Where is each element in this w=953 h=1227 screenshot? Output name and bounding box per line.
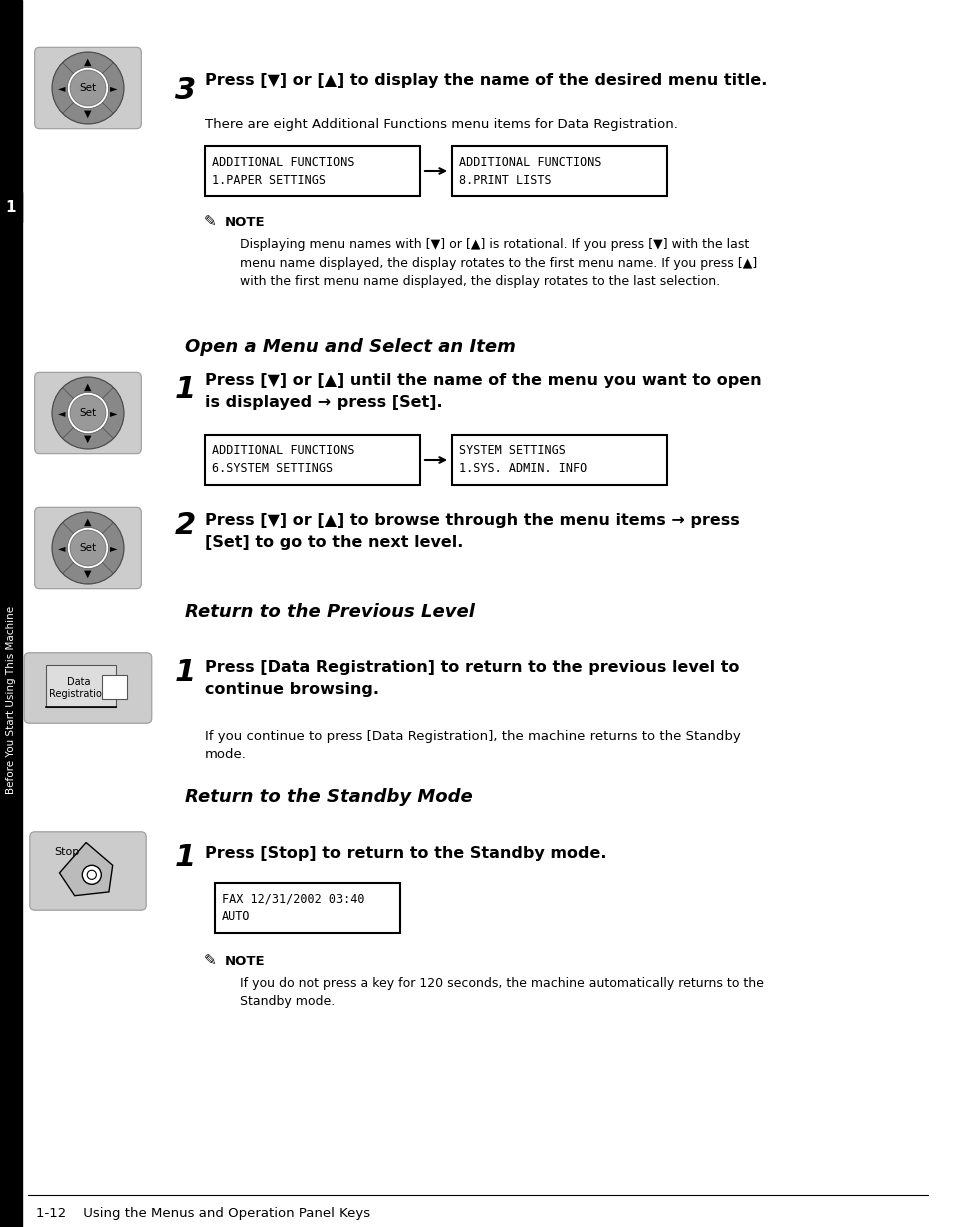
FancyBboxPatch shape	[30, 832, 146, 910]
Text: Stop: Stop	[54, 847, 80, 856]
Text: Press [Stop] to return to the Standby mode.: Press [Stop] to return to the Standby mo…	[205, 845, 606, 861]
Text: Press [▼] or [▲] to display the name of the desired menu title.: Press [▼] or [▲] to display the name of …	[205, 72, 766, 88]
Text: 1: 1	[174, 375, 196, 404]
Text: Displaying menu names with [▼] or [▲] is rotational. If you press [▼] with the l: Displaying menu names with [▼] or [▲] is…	[240, 238, 757, 288]
Text: NOTE: NOTE	[225, 955, 265, 968]
Wedge shape	[63, 427, 113, 449]
Text: 1.SYS. ADMIN. INFO: 1.SYS. ADMIN. INFO	[458, 463, 587, 476]
Text: ✎: ✎	[203, 215, 216, 229]
Circle shape	[52, 513, 124, 584]
Text: ▼: ▼	[84, 434, 91, 444]
Text: ►: ►	[111, 409, 117, 418]
FancyBboxPatch shape	[102, 675, 127, 699]
Text: 1-12    Using the Menus and Operation Panel Keys: 1-12 Using the Menus and Operation Panel…	[36, 1206, 370, 1220]
Wedge shape	[63, 513, 113, 534]
Text: Return to the Standby Mode: Return to the Standby Mode	[185, 788, 473, 806]
Circle shape	[71, 71, 105, 104]
Text: ◄: ◄	[58, 544, 66, 553]
Wedge shape	[63, 103, 113, 124]
Circle shape	[71, 531, 105, 564]
Wedge shape	[63, 53, 113, 74]
Text: If you continue to press [Data Registration], the machine returns to the Standby: If you continue to press [Data Registrat…	[205, 730, 740, 761]
Wedge shape	[63, 562, 113, 584]
Text: Data: Data	[67, 677, 91, 687]
Text: ✎: ✎	[203, 953, 216, 968]
Text: ADDITIONAL FUNCTIONS: ADDITIONAL FUNCTIONS	[458, 156, 601, 168]
Bar	[214, 883, 399, 933]
Circle shape	[71, 396, 105, 429]
Text: ►: ►	[111, 544, 117, 553]
Wedge shape	[102, 523, 124, 573]
Text: AUTO: AUTO	[222, 910, 251, 924]
Text: 1: 1	[6, 200, 16, 215]
Text: Set: Set	[79, 544, 96, 553]
Text: ▼: ▼	[84, 569, 91, 579]
Wedge shape	[52, 388, 73, 438]
Bar	[205, 146, 419, 196]
Circle shape	[71, 70, 106, 106]
Circle shape	[71, 395, 106, 431]
Wedge shape	[52, 63, 73, 113]
Bar	[452, 436, 666, 485]
FancyBboxPatch shape	[24, 653, 152, 723]
Circle shape	[71, 530, 106, 566]
Text: continue browsing.: continue browsing.	[205, 682, 378, 697]
Text: ▲: ▲	[84, 382, 91, 391]
Text: ADDITIONAL FUNCTIONS: ADDITIONAL FUNCTIONS	[212, 156, 355, 168]
Text: Press [Data Registration] to return to the previous level to: Press [Data Registration] to return to t…	[205, 660, 739, 675]
Text: [Set] to go to the next level.: [Set] to go to the next level.	[205, 535, 463, 550]
Text: Set: Set	[79, 83, 96, 93]
FancyBboxPatch shape	[34, 507, 141, 589]
Circle shape	[82, 865, 101, 885]
Text: 6.SYSTEM SETTINGS: 6.SYSTEM SETTINGS	[212, 463, 333, 476]
Circle shape	[52, 377, 124, 449]
FancyBboxPatch shape	[34, 48, 141, 129]
Text: ►: ►	[111, 83, 117, 93]
Text: There are eight Additional Functions menu items for Data Registration.: There are eight Additional Functions men…	[205, 118, 678, 131]
Text: Press [▼] or [▲] to browse through the menu items → press: Press [▼] or [▲] to browse through the m…	[205, 513, 739, 528]
Wedge shape	[102, 63, 124, 113]
Text: If you do not press a key for 120 seconds, the machine automatically returns to : If you do not press a key for 120 second…	[240, 977, 763, 1009]
Text: 8.PRINT LISTS: 8.PRINT LISTS	[458, 173, 551, 187]
Text: 2: 2	[174, 510, 196, 540]
Text: Registration: Registration	[50, 690, 109, 699]
Polygon shape	[59, 843, 112, 896]
Text: is displayed → press [Set].: is displayed → press [Set].	[205, 395, 442, 410]
Circle shape	[52, 53, 124, 124]
Wedge shape	[102, 388, 124, 438]
Text: Return to the Previous Level: Return to the Previous Level	[185, 602, 475, 621]
Text: SYSTEM SETTINGS: SYSTEM SETTINGS	[458, 444, 565, 458]
Text: ADDITIONAL FUNCTIONS: ADDITIONAL FUNCTIONS	[212, 444, 355, 458]
Text: 1: 1	[174, 658, 196, 687]
Text: 1: 1	[174, 843, 196, 872]
Wedge shape	[52, 523, 73, 573]
Text: Before You Start Using This Machine: Before You Start Using This Machine	[6, 606, 16, 794]
Bar	[0, 0, 22, 1227]
Wedge shape	[63, 377, 113, 399]
Bar	[452, 146, 666, 196]
Text: ◄: ◄	[58, 83, 66, 93]
Text: ▲: ▲	[84, 517, 91, 526]
Text: Set: Set	[79, 409, 96, 418]
Text: NOTE: NOTE	[225, 216, 265, 229]
Text: FAX 12/31/2002 03:40: FAX 12/31/2002 03:40	[222, 892, 364, 906]
Bar	[0, 191, 22, 222]
Bar	[205, 436, 419, 485]
Text: ▼: ▼	[84, 109, 91, 119]
Text: 3: 3	[174, 76, 196, 106]
FancyBboxPatch shape	[34, 372, 141, 454]
Text: ◄: ◄	[58, 409, 66, 418]
Text: Open a Menu and Select an Item: Open a Menu and Select an Item	[185, 337, 516, 356]
Text: ▲: ▲	[84, 56, 91, 67]
Text: 1.PAPER SETTINGS: 1.PAPER SETTINGS	[212, 173, 326, 187]
FancyBboxPatch shape	[47, 665, 115, 707]
Text: Press [▼] or [▲] until the name of the menu you want to open: Press [▼] or [▲] until the name of the m…	[205, 373, 760, 388]
